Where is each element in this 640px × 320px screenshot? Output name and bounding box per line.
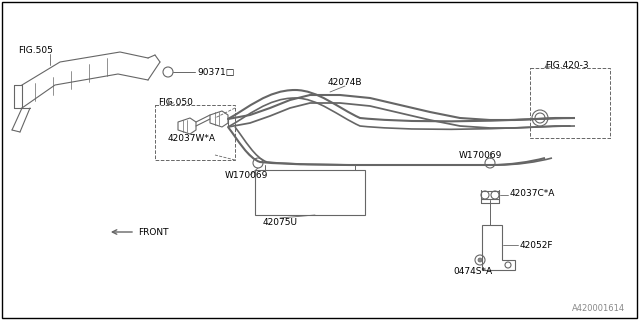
- Text: W170069: W170069: [458, 150, 502, 159]
- Text: A420001614: A420001614: [572, 304, 625, 313]
- Text: 90371□: 90371□: [197, 68, 234, 76]
- Text: FIG.420-3: FIG.420-3: [545, 60, 589, 69]
- Bar: [255, 170, 365, 215]
- Text: 0474S*A: 0474S*A: [453, 268, 493, 276]
- Text: 42052F: 42052F: [520, 241, 554, 250]
- Text: W170069: W170069: [225, 171, 268, 180]
- Text: FIG.050: FIG.050: [158, 98, 193, 107]
- Text: FRONT: FRONT: [138, 228, 168, 236]
- Text: 42075U: 42075U: [262, 218, 298, 227]
- Circle shape: [478, 258, 482, 262]
- Text: 42037C*A: 42037C*A: [510, 188, 556, 197]
- Text: 42074B: 42074B: [328, 77, 362, 86]
- Text: FIG.505: FIG.505: [18, 45, 53, 54]
- Bar: [530, 68, 610, 138]
- Bar: [155, 105, 235, 160]
- Text: 42037W*A: 42037W*A: [168, 133, 216, 142]
